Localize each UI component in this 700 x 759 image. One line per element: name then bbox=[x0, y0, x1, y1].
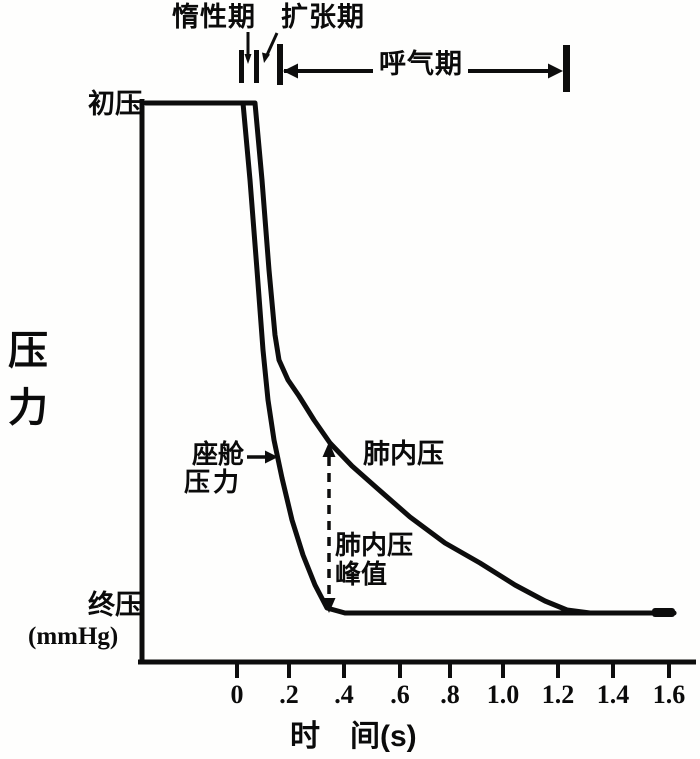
pressure-unit-label: (mmHg) bbox=[28, 623, 119, 650]
peak-pressure-label-line1: 肺内压 bbox=[335, 530, 414, 560]
initial-pressure-label: 初压 bbox=[88, 89, 142, 119]
expansion-phase-leader-arrowhead-icon bbox=[262, 52, 270, 63]
x-tick-label: 1.4 bbox=[596, 680, 630, 709]
x-tick-label: 1.6 bbox=[652, 680, 686, 709]
phase-bar-4 bbox=[563, 45, 570, 92]
expansion-phase-leader-line bbox=[265, 32, 279, 56]
cabin-pressure-label-line2: 压力 bbox=[184, 467, 243, 497]
phase-label-expiration: 呼气期 bbox=[379, 49, 463, 79]
cabin-pressure-curve bbox=[143, 100, 677, 616]
expiration-arrowhead-left-icon bbox=[283, 63, 298, 79]
phase-label-expansion: 扩张期 bbox=[281, 2, 365, 32]
y-axis-name-char-1: 压 bbox=[8, 329, 48, 373]
x-tick-label: .6 bbox=[390, 680, 410, 709]
x-tick-label: 1.0 bbox=[486, 680, 520, 709]
x-axis-title: 时 间(s) bbox=[290, 720, 417, 753]
final-pressure-label: 终压 bbox=[88, 590, 142, 620]
phase-bar-1 bbox=[239, 50, 244, 83]
phase-bar-2 bbox=[254, 50, 259, 83]
cabin-pressure-label-line1: 座舱 bbox=[192, 439, 245, 469]
scan-ink-blob bbox=[652, 608, 675, 617]
x-tick-label: .4 bbox=[334, 680, 354, 709]
inert-phase-leader-arrowhead-icon bbox=[244, 54, 252, 64]
peak-pressure-arrowhead-down-icon bbox=[322, 598, 336, 613]
y-axis-name-char-2: 力 bbox=[8, 386, 48, 430]
expiration-arrowhead-right-icon bbox=[548, 63, 563, 79]
phase-bar-3 bbox=[277, 44, 283, 85]
x-axis-ticks bbox=[235, 663, 671, 678]
lung-pressure-label: 肺内压 bbox=[363, 439, 444, 469]
x-tick-label: 1.2 bbox=[541, 680, 575, 709]
peak-pressure-arrowhead-up-icon bbox=[322, 442, 336, 457]
x-tick-label: 0 bbox=[230, 680, 244, 709]
lung-pressure-curve bbox=[143, 100, 677, 616]
phase-label-inert: 惰性期 bbox=[172, 2, 256, 32]
cabin-label-pointer-arrowhead-icon bbox=[265, 450, 278, 464]
x-tick-label: .2 bbox=[279, 680, 299, 709]
peak-pressure-label-line2: 峰值 bbox=[335, 559, 388, 589]
x-tick-label: .8 bbox=[440, 680, 460, 709]
